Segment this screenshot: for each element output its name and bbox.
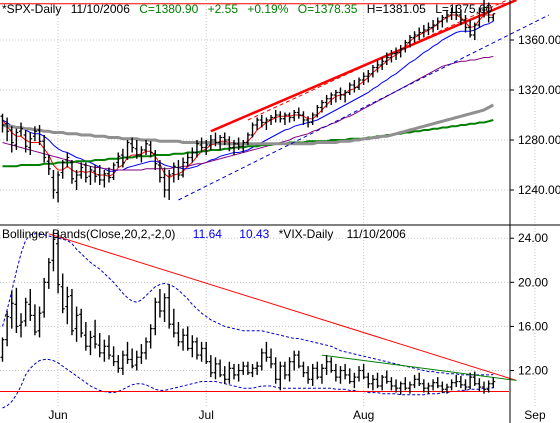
header-close: C=1380.90 bbox=[139, 2, 198, 16]
vix-trendline bbox=[48, 233, 517, 381]
header-symbol: *SPX-Daily bbox=[2, 2, 61, 16]
vix-trendline bbox=[321, 354, 517, 381]
header-change-pct: +0.19% bbox=[247, 2, 288, 16]
vix-symbol: *VIX-Daily bbox=[279, 227, 334, 241]
indicator-label: Bollinger Bands(Close,20,2,-2,0) bbox=[2, 227, 175, 241]
spx-y-tick-label: 1280.00 bbox=[518, 133, 560, 147]
x-gridlines bbox=[57, 0, 536, 408]
header-open: O=1378.35 bbox=[298, 2, 358, 16]
top-panel-bars bbox=[0, 0, 496, 203]
x-tick-label: Sep bbox=[524, 408, 546, 422]
bottom-panel-bars bbox=[0, 231, 496, 395]
x-axis: JunJulAugSepOctNov bbox=[48, 408, 546, 422]
top-panel-grid bbox=[0, 39, 509, 191]
x-tick-label: Jun bbox=[48, 408, 67, 422]
x-tick-label: Jul bbox=[199, 408, 214, 422]
header-low: L=1375.60 bbox=[435, 2, 492, 16]
bottom-panel-grid bbox=[0, 237, 509, 372]
vix-y-tick-label: 16.00 bbox=[518, 319, 548, 333]
vix-y-tick-label: 20.00 bbox=[518, 275, 548, 289]
vix-y-tick-label: 12.00 bbox=[518, 364, 548, 378]
header-date: 11/10/2006 bbox=[71, 2, 130, 16]
spx-y-tick-label: 1320.00 bbox=[518, 83, 560, 97]
top-header: *SPX-Daily 11/10/2006 C=1380.90 +2.55 +0… bbox=[2, 2, 493, 16]
x-tick-label: Aug bbox=[353, 408, 374, 422]
header-high: H=1381.05 bbox=[367, 2, 426, 16]
vix-series-line bbox=[2, 233, 494, 376]
spx-trendline bbox=[178, 14, 550, 201]
header-change: +2.55 bbox=[208, 2, 239, 16]
bottom-y-axis: 12.00 16.00 20.00 24.00 bbox=[510, 231, 548, 378]
vix-y-tick-label: 24.00 bbox=[518, 231, 548, 245]
top-y-axis: 1240.00 1280.00 1320.00 1360.00 bbox=[510, 33, 560, 197]
bb-lower-value: 10.43 bbox=[239, 227, 269, 241]
spx-y-tick-label: 1360.00 bbox=[518, 33, 560, 47]
spx-series-line bbox=[2, 119, 494, 168]
bottom-header: Bollinger Bands(Close,20,2,-2,0) 11.64 1… bbox=[2, 227, 406, 241]
vix-date: 11/10/2006 bbox=[347, 227, 406, 241]
spx-y-tick-label: 1240.00 bbox=[518, 183, 560, 197]
bb-upper-value: 11.64 bbox=[193, 227, 222, 241]
